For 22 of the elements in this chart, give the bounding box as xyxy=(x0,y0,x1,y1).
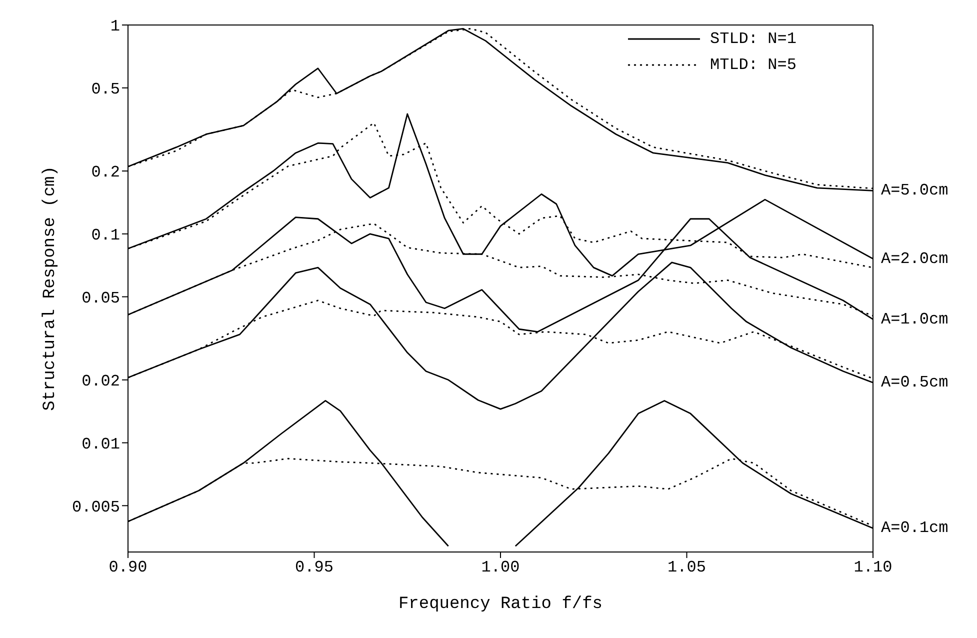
legend-label: MTLD: N=5 xyxy=(710,56,796,74)
y-tick-label: 0.2 xyxy=(91,164,120,182)
y-tick-label: 0.5 xyxy=(91,80,120,99)
x-tick-label: 0.90 xyxy=(108,558,148,576)
y-tick-label: 0.05 xyxy=(82,289,120,308)
y-tick-label: 1 xyxy=(110,18,120,36)
text: A=0.1cm xyxy=(881,519,948,538)
y-tick-label: 0.005 xyxy=(72,498,120,516)
y-axis-title: Structural Response (cm) xyxy=(41,166,60,411)
y-tick-label: 0.01 xyxy=(82,435,120,454)
x-tick-label: 1.10 xyxy=(854,558,892,576)
y-tick-label: 0.02 xyxy=(82,372,120,391)
x-tick-label: 1.05 xyxy=(668,558,706,576)
legend-label: STLD: N=1 xyxy=(710,30,796,48)
y-tick-label: 0.1 xyxy=(91,226,120,245)
text: A=2.0cm xyxy=(881,250,948,268)
text: A=5.0cm xyxy=(881,182,948,200)
text: A=1.0cm xyxy=(881,310,948,328)
x-tick-label: 0.95 xyxy=(295,558,334,576)
x-axis-title: Frequency Ratio f/fs xyxy=(398,595,603,614)
text: A=0.5cm xyxy=(881,374,948,392)
x-tick-label: 1.00 xyxy=(481,558,520,576)
